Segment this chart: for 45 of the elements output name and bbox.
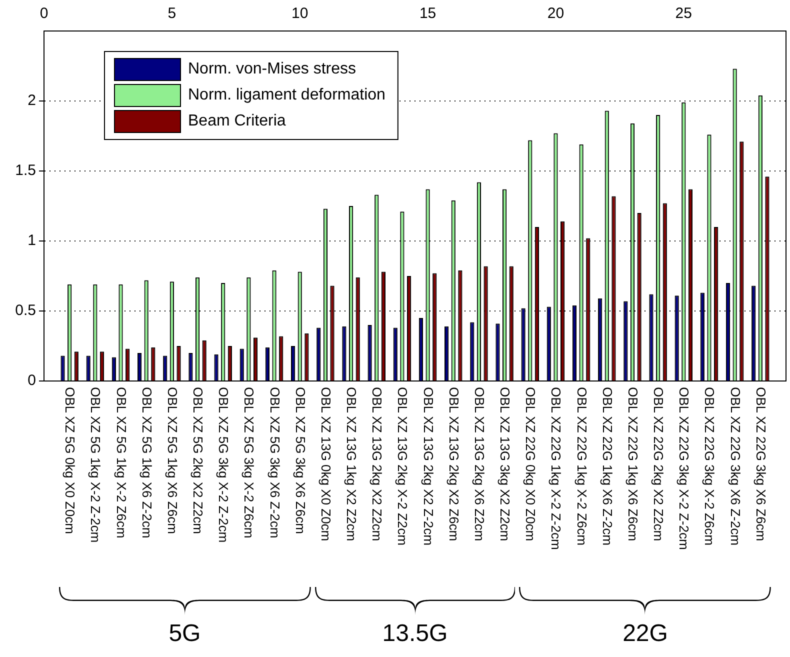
x-tick-label: OBL XZ 13G 2kg X2 Z2cm [368, 387, 386, 542]
x-tick-label: OBL XZ 22G 1kg X-2 Z6cm [573, 387, 590, 546]
x-tick-label: OBL XZ 13G 2kg X6 Z2cm [470, 387, 488, 542]
x2-tick-label: 5 [168, 5, 176, 22]
x-tick-label: OBL XZ 22G 2kg X2 Z2cm [650, 387, 668, 542]
x-tick-label: OBL XZ 22G 1kg X6 Z-2cm [598, 387, 616, 546]
y-tick-label: 0.5 [15, 302, 36, 320]
x-tick-label: OBL XZ 22G 3kg X6 Z-2cm [726, 387, 744, 546]
x-tick-label: OBL XZ 5G 3kg X-2 Z6cm [240, 387, 258, 538]
x-tick-label: OBL XZ 22G 3kg X-2 Z-2cm [676, 387, 693, 550]
x-tick-label: OBL XZ 22G 1kg X-2 Z-2cm [548, 387, 565, 550]
x-tick-label: OBL XZ 5G 1kg X6 Z-2cm [138, 387, 156, 538]
y-tick-label: 2 [28, 92, 36, 110]
x-tick-label: OBL XZ 5G 3kg X6 Z-2cm [266, 387, 284, 538]
x-tick-label: OBL XZ 13G 0kg X0 Z0cm [317, 387, 334, 542]
x-tick-label: OBL XZ 5G 1kg X-2 Z-2cm [87, 387, 104, 543]
x-tick-label: OBL XZ 5G 3kg X6 Z6cm [292, 387, 309, 534]
x2-tick-label: 10 [292, 5, 308, 22]
y-tick-label: 0 [28, 372, 36, 390]
x-tick-label: OBL XZ 22G 3kg X6 Z6cm [752, 387, 770, 542]
x-tick-label: OBL XZ 5G 1kg X-2 Z6cm [112, 387, 130, 538]
x-tick-label: OBL XZ 13G 1kg X2 Z2cm [343, 387, 360, 542]
x2-tick-label: 25 [675, 5, 692, 22]
text: 5G [168, 620, 202, 648]
x-tick-label: OBL XZ 22G 0kg X0 Z0cm [522, 387, 540, 542]
y-tick-label: 1.5 [15, 162, 36, 180]
x2-tick-label: 20 [547, 5, 564, 22]
text: 13.5G [381, 620, 449, 648]
x-tick-label: OBL XZ 5G 1kg X6 Z6cm [164, 387, 181, 534]
x-tick-label: OBL XZ 5G 3kg X-2 Z-2cm [215, 387, 232, 543]
legend-label: Norm. von-Mises stress [188, 60, 356, 78]
y-tick-label: 1 [28, 232, 36, 250]
x-tick-label: OBL XZ 13G 2kg X2 Z6cm [445, 387, 462, 542]
legend-label: Norm. ligament deformation [188, 86, 386, 104]
x-tick-label: OBL XZ 5G 0kg X0 Z0cm [62, 387, 79, 534]
x2-tick-label: 15 [419, 5, 436, 22]
x-tick-label: OBL XZ 22G 3kg X-2 Z6cm [701, 387, 718, 546]
x-tick-label: OBL XZ 13G 2kg X2 Z-2cm [420, 387, 437, 546]
x-tick-label: OBL XZ 22G 1kg X6 Z6cm [624, 387, 642, 542]
x-tick-label: OBL XZ 13G 2kg X-2 Z2cm [394, 387, 412, 546]
legend-label: Beam Criteria [188, 112, 286, 130]
text: 22G [622, 620, 669, 648]
x-tick-label: OBL XZ 5G 2kg X2 Z2cm [190, 387, 207, 534]
x-tick-label: OBL XZ 13G 3kg X2 Z2cm [496, 387, 514, 542]
x2-tick-label: 0 [40, 5, 48, 22]
